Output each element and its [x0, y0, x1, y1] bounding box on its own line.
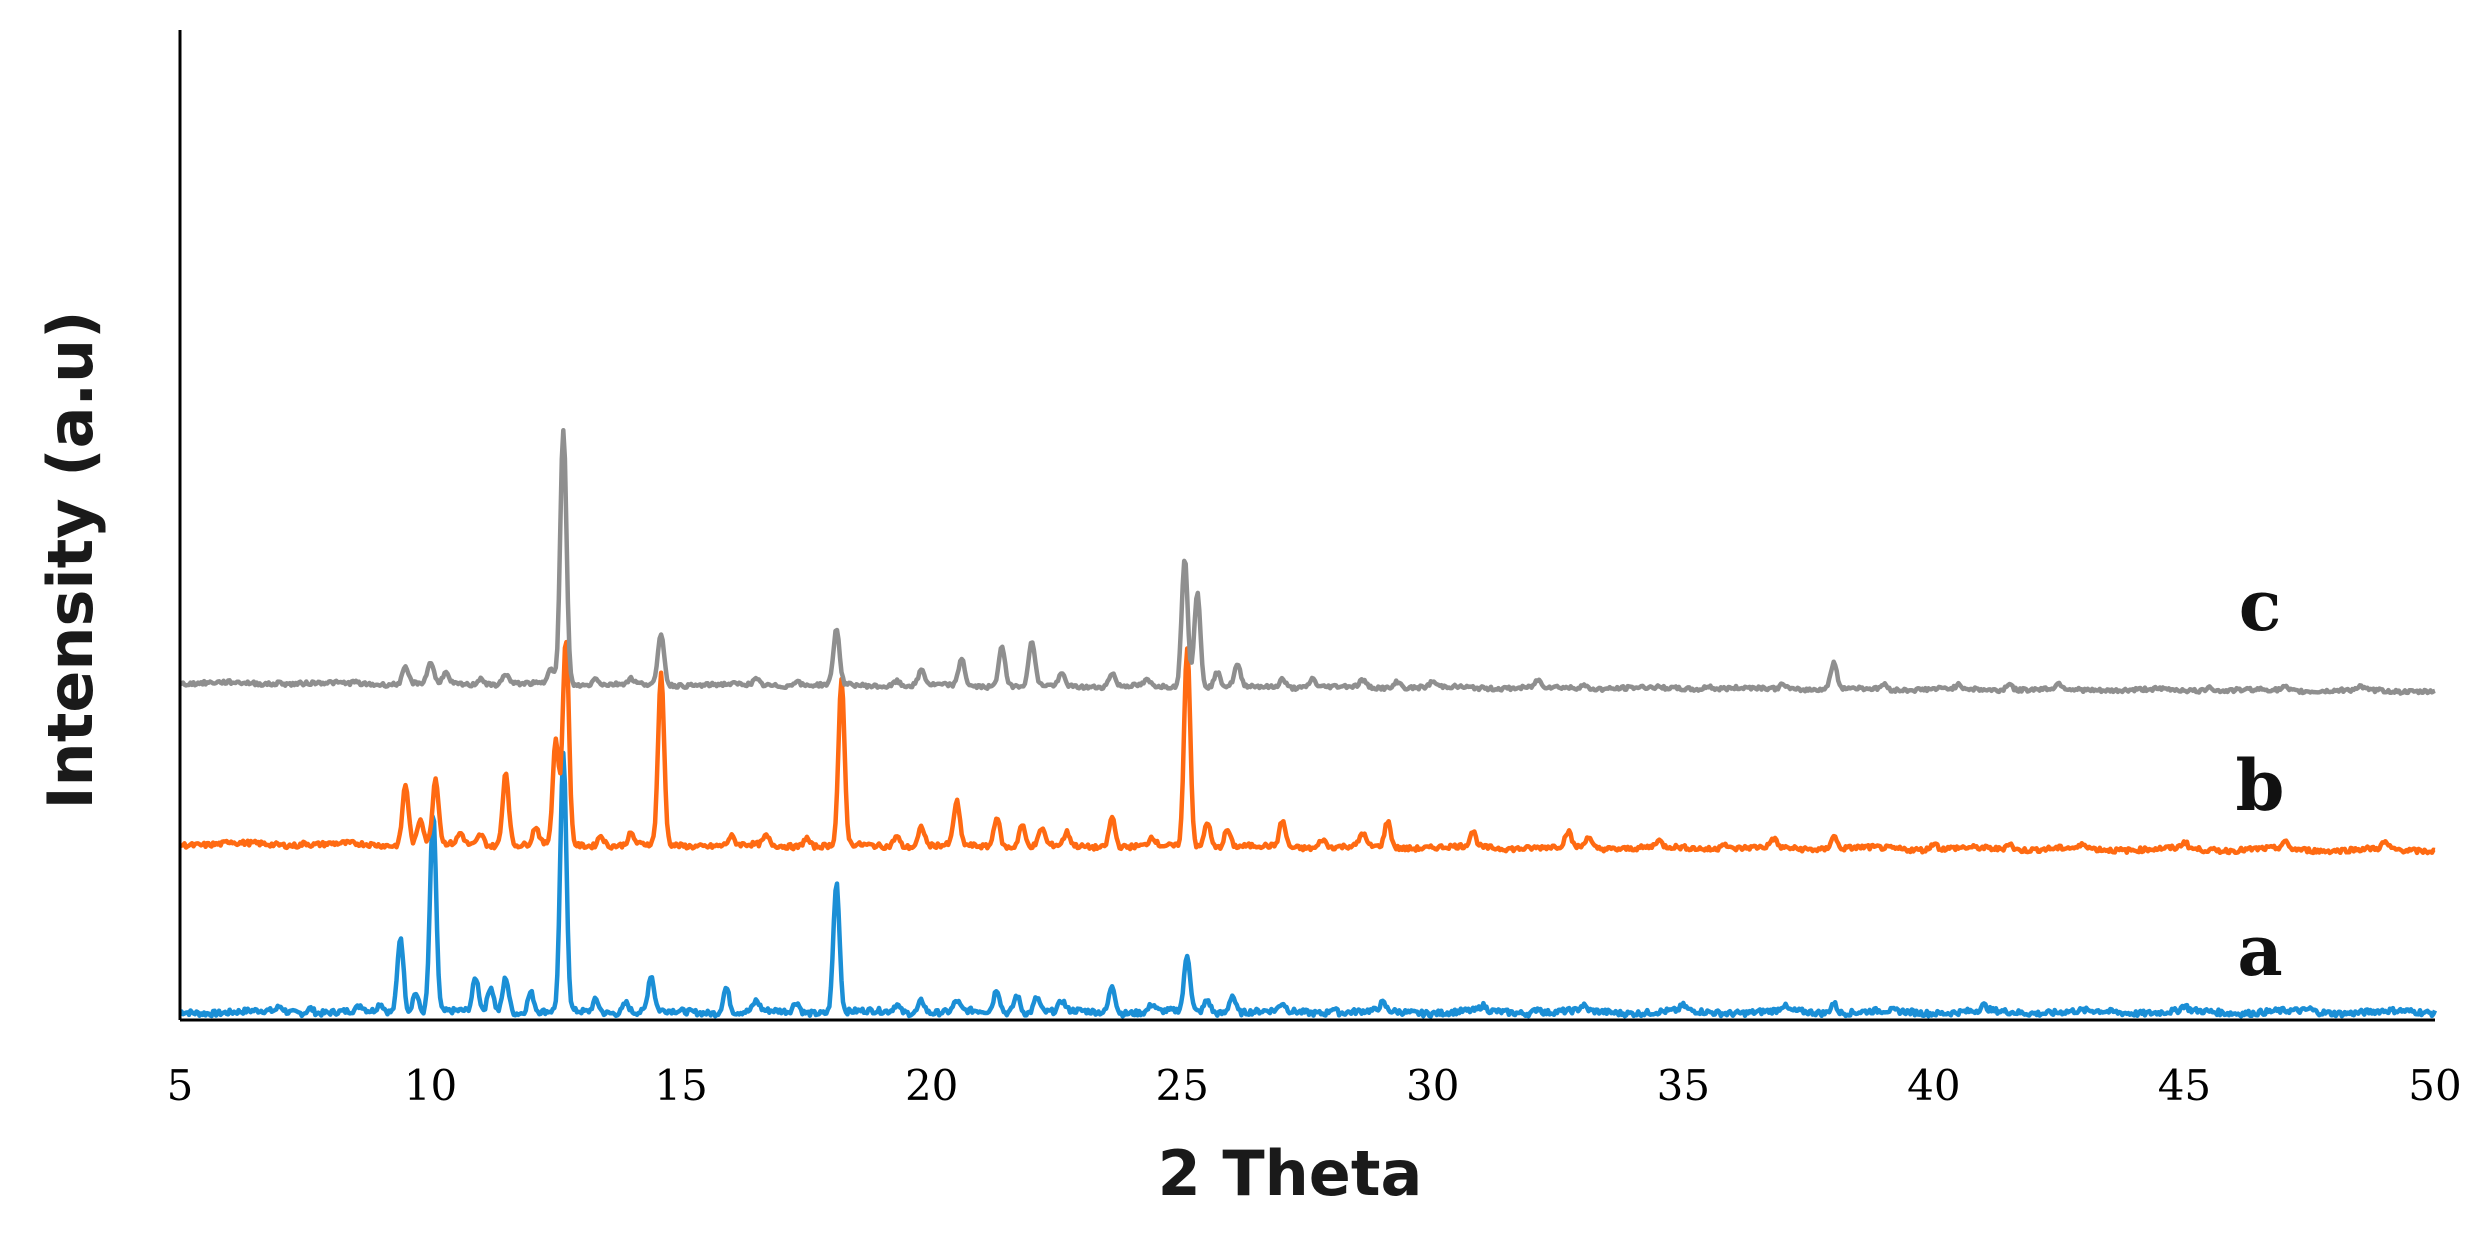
x-tick-label: 25 [1155, 1061, 1208, 1110]
series-line-a [179, 750, 2438, 1019]
x-tick-label: 50 [2408, 1061, 2461, 1110]
series-label-b: b [2236, 744, 2285, 827]
series-label-a: a [2237, 909, 2282, 992]
y-axis-title: Intensity (a.u) [34, 310, 107, 809]
x-axis-title: 2 Theta [1158, 1137, 1423, 1210]
x-tick-label: 40 [1907, 1061, 1960, 1110]
traces-group [178, 428, 2438, 1019]
x-tick-label: 20 [905, 1061, 958, 1110]
x-tick-label: 30 [1406, 1061, 1459, 1110]
x-tick-label: 5 [167, 1061, 194, 1110]
x-tick-label: 35 [1657, 1061, 1710, 1110]
series-label-c: c [2239, 564, 2282, 647]
x-tick-label: 45 [2158, 1061, 2211, 1110]
x-tick-label: 10 [404, 1061, 457, 1110]
x-tick-label: 15 [654, 1061, 707, 1110]
x-tick-labels: 5 10 15 20 25 30 35 40 45 50 [167, 1061, 2462, 1110]
series-labels: ab c [2236, 564, 2285, 992]
series-line-b [178, 639, 2436, 856]
series-line-c [179, 428, 2436, 696]
